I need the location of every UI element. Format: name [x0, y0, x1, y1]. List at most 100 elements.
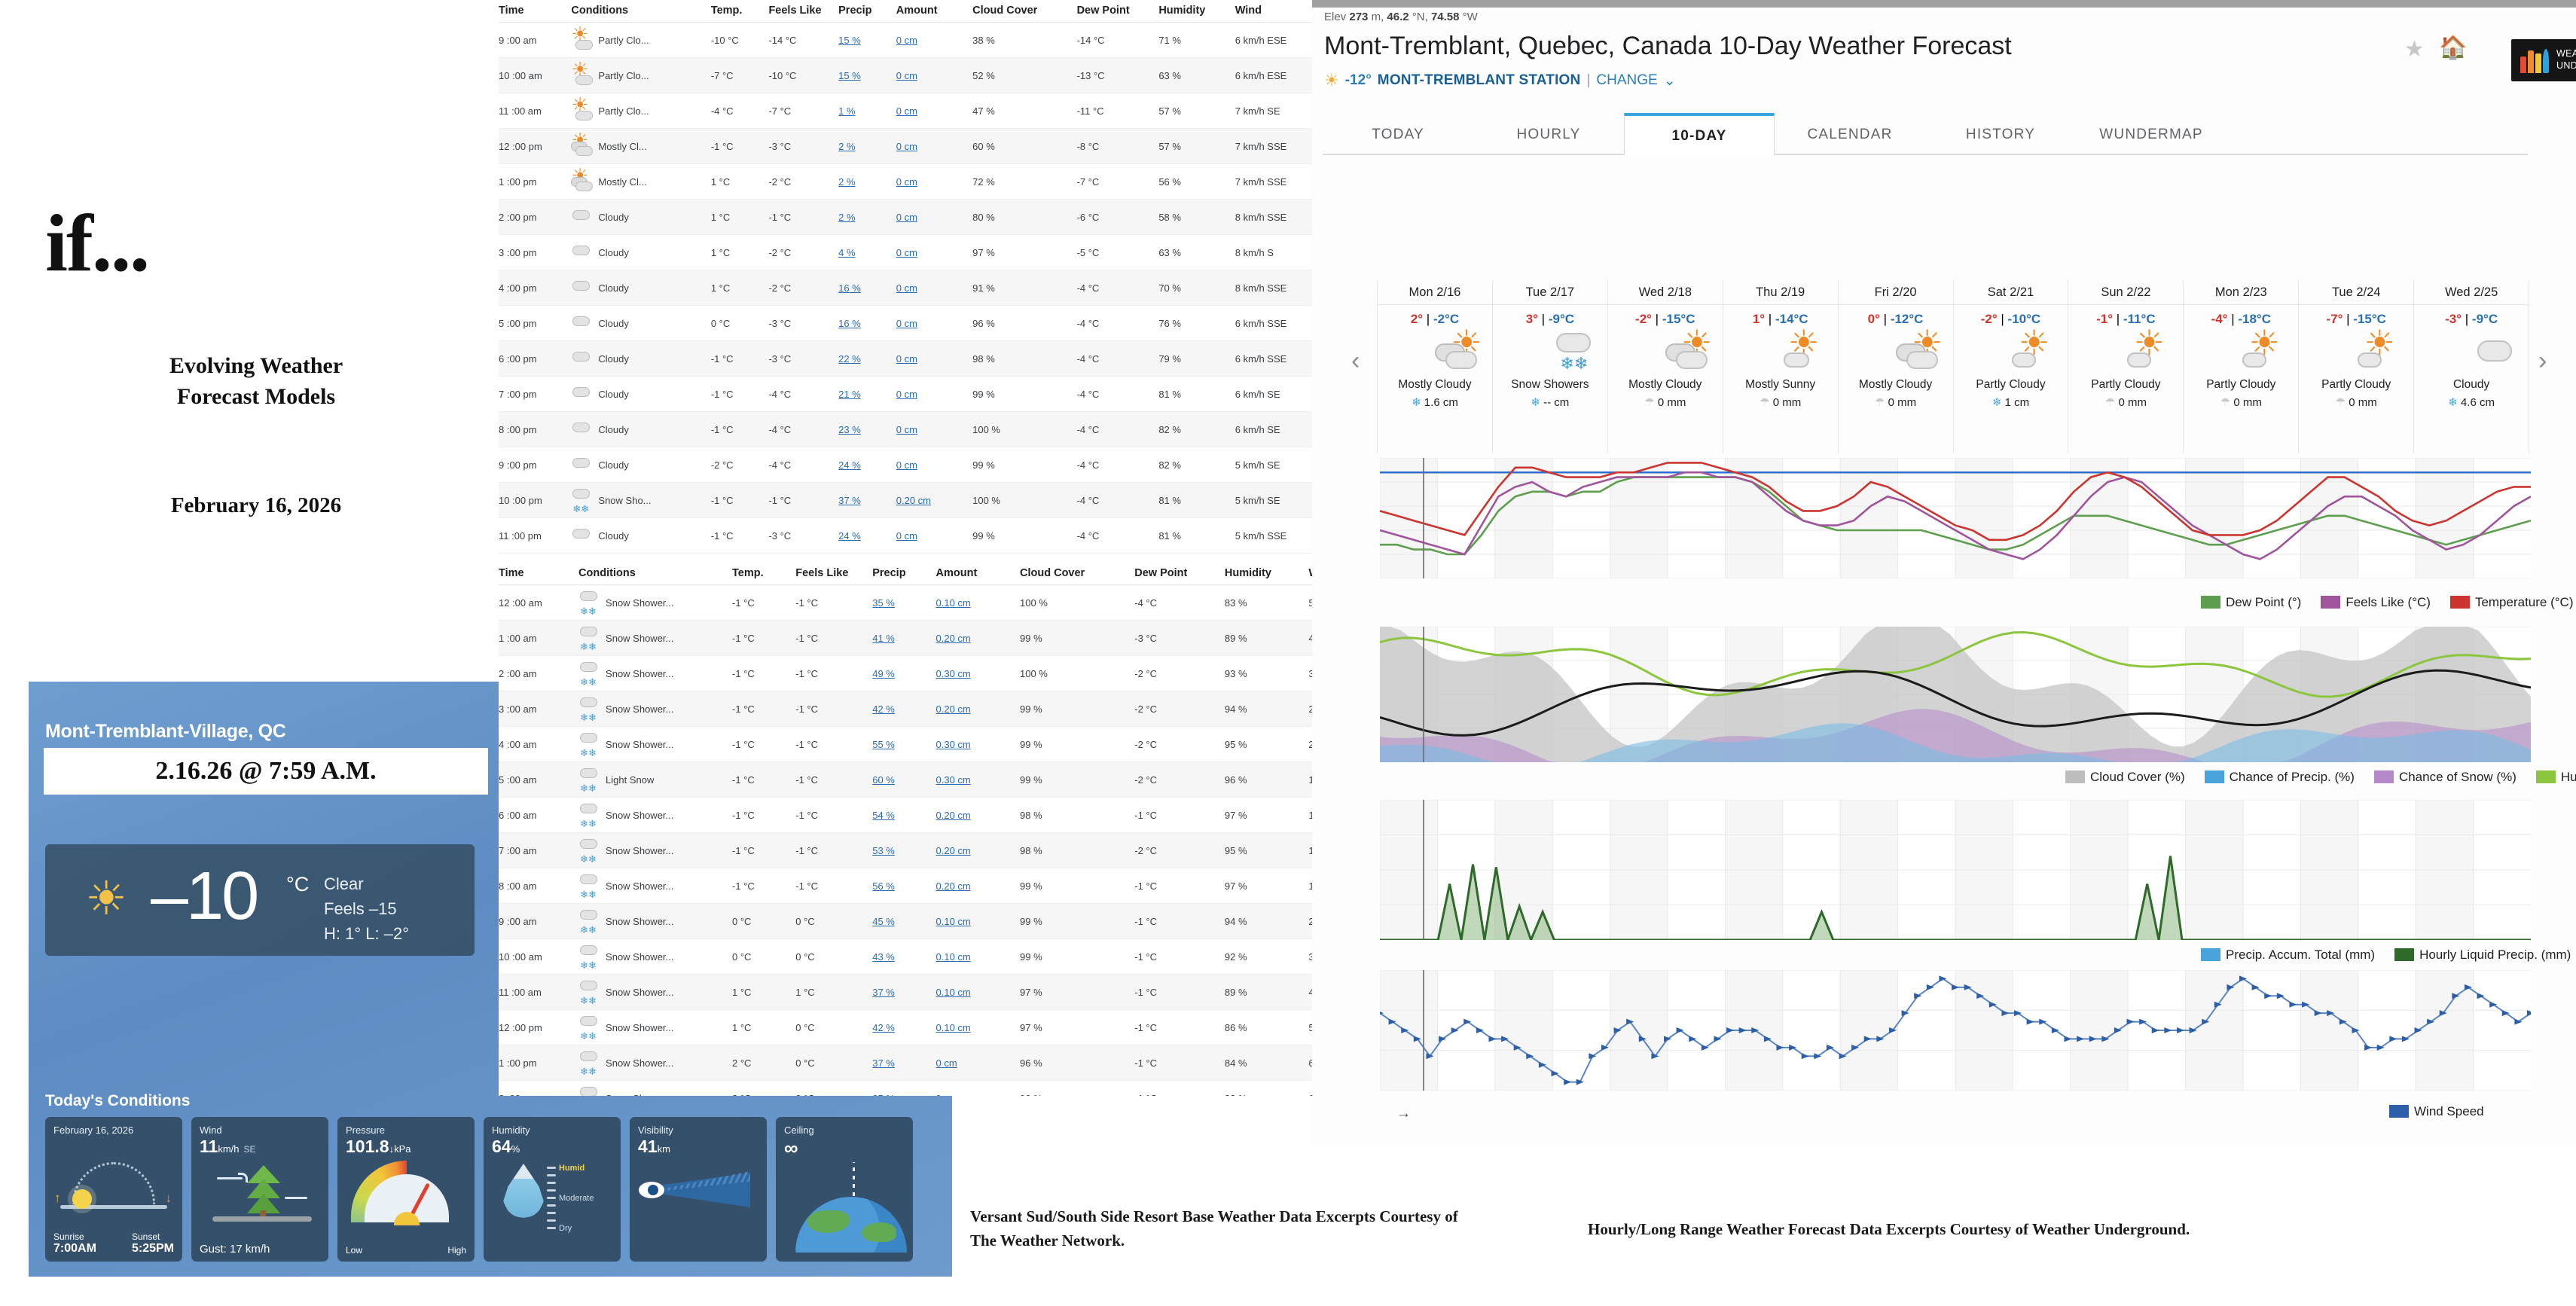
amount-link[interactable]: 0 cm [896, 34, 917, 46]
precip-link[interactable]: 37 % [872, 1057, 895, 1069]
table-row[interactable]: 8 :00 pm Cloudy -1 °C -4 °C 23 % 0 cm 100 % -4 … [499, 411, 1312, 447]
amount-link[interactable]: 0.10 cm [935, 986, 971, 998]
amount-link[interactable]: 0.10 cm [935, 915, 971, 927]
forecast-day-card[interactable]: Wed 2/25 -3° | -9°C Cloudy ❄ 4.6 cm [2414, 280, 2530, 453]
table-row[interactable]: 11 :00 am ❄❄ Snow Shower... 1 °C 1 °C 37 % 0.1… [499, 974, 1312, 1010]
table-row[interactable]: 10 :00 pm ❄❄ Snow Sho... -1 °C -1 °C 37 % 0.20… [499, 482, 1312, 518]
tab-calendar[interactable]: CALENDAR [1807, 127, 1893, 142]
table-row[interactable]: 6 :00 pm Cloudy -1 °C -3 °C 22 % 0 cm 98 % -4 °… [499, 340, 1312, 377]
precip-link[interactable]: 1 % [838, 105, 856, 117]
precip-link[interactable]: 24 % [838, 459, 861, 471]
precip-link[interactable]: 56 % [872, 880, 895, 892]
amount-link[interactable]: 0 cm [896, 246, 917, 258]
amount-link[interactable]: 0.20 cm [896, 494, 932, 506]
precip-link[interactable]: 15 % [838, 34, 861, 46]
forecast-day-card[interactable]: Sat 2/21 -2° | -10°C ☀ Partly Cloudy ❄ 1 cm [1953, 280, 2069, 453]
precip-link[interactable]: 43 % [872, 951, 895, 963]
precip-link[interactable]: 53 % [872, 844, 895, 856]
amount-link[interactable]: 0.10 cm [935, 951, 971, 963]
amount-link[interactable]: 0.20 cm [935, 703, 971, 715]
table-row[interactable]: 10 :00 am ☀ Partly Clo... -7 °C -10 °C 15 % 0 … [499, 57, 1312, 93]
table-row[interactable]: 12 :00 pm ❄❄ Snow Shower... 1 °C 0 °C 42 % 0.1… [499, 1010, 1312, 1045]
amount-link[interactable]: 0 cm [935, 1057, 957, 1069]
amount-link[interactable]: 0 cm [896, 529, 917, 542]
table-row[interactable]: 2 :00 pm Cloudy 1 °C -1 °C 2 % 0 cm 80 % -6 °C 5… [499, 199, 1312, 235]
amount-link[interactable]: 0 cm [896, 459, 917, 471]
table-row[interactable]: 12 :00 am ❄❄ Snow Shower... -1 °C -1 °C 35 % 0… [499, 585, 1312, 621]
forecast-day-card[interactable]: Fri 2/20 0° | -12°C ☀ Mostly Cloudy ☂ 0 mm [1838, 280, 1954, 453]
precip-link[interactable]: 60 % [872, 774, 895, 786]
forecast-day-card[interactable]: Mon 2/16 2° | -2°C ☀ Mostly Cloudy ❄ 1.6 cm [1378, 280, 1493, 453]
precip-link[interactable]: 55 % [872, 738, 895, 750]
amount-link[interactable]: 0 cm [896, 175, 917, 188]
amount-link[interactable]: 0 cm [896, 69, 917, 81]
precip-link[interactable]: 22 % [838, 352, 861, 365]
amount-link[interactable]: 0 cm [896, 388, 917, 400]
amount-link[interactable]: 0 cm [896, 423, 917, 435]
amount-link[interactable]: 0 cm [896, 105, 917, 117]
precip-link[interactable]: 37 % [872, 986, 895, 998]
amount-link[interactable]: 0 cm [896, 140, 917, 152]
tab-today[interactable]: TODAY [1372, 127, 1424, 142]
amount-link[interactable]: 0 cm [896, 282, 917, 294]
table-row[interactable]: 9 :00 am ❄❄ Snow Shower... 0 °C 0 °C 45 % 0.10… [499, 903, 1312, 939]
table-row[interactable]: 8 :00 am ❄❄ Snow Shower... -1 °C -1 °C 56 % 0.… [499, 868, 1312, 904]
tab-10-day[interactable]: 10-DAY [1624, 113, 1775, 155]
table-row[interactable]: 11 :00 pm Cloudy -1 °C -3 °C 24 % 0 cm 99 % -4 … [499, 518, 1312, 554]
precip-link[interactable]: 35 % [872, 597, 895, 609]
precip-link[interactable]: 4 % [838, 246, 856, 258]
amount-link[interactable]: 0.30 cm [935, 774, 971, 786]
favorite-star-icon[interactable]: ★ [2404, 37, 2425, 62]
prev-days-button[interactable]: ‹ [1351, 346, 1360, 375]
chevron-down-icon[interactable]: ⌄ [1663, 72, 1676, 89]
table-row[interactable]: 4 :00 am ❄❄ Snow Shower... -1 °C -1 °C 55 % 0.… [499, 727, 1312, 762]
amount-link[interactable]: 0 cm [896, 317, 917, 329]
tile-pressure[interactable]: Pressure 101.8↓kPa Low High [337, 1117, 475, 1262]
precip-link[interactable]: 35 % [872, 1093, 895, 1097]
table-row[interactable]: 3 :00 am ❄❄ Snow Shower... -1 °C -1 °C 42 % 0.… [499, 691, 1312, 727]
table-row[interactable]: 1 :00 pm ☀ Mostly Cl... 1 °C -2 °C 2 % 0 cm 72 … [499, 164, 1312, 200]
table-row[interactable]: 7 :00 am ❄❄ Snow Shower... -1 °C -1 °C 53 % 0.… [499, 832, 1312, 868]
precip-link[interactable]: 16 % [838, 282, 861, 294]
table-row[interactable]: 3 :00 pm Cloudy 1 °C -2 °C 4 % 0 cm 97 % -5 °C 6… [499, 235, 1312, 270]
amount-link[interactable]: 0 cm [896, 211, 917, 223]
amount-link[interactable]: 0.30 cm [935, 667, 971, 679]
forecast-day-card[interactable]: Tue 2/24 -7° | -15°C ☀ Partly Cloudy ☂ 0 mm [2299, 280, 2415, 453]
table-row[interactable]: 2 :00 am ❄❄ Snow Shower... -1 °C -1 °C 49 % 0.… [499, 656, 1312, 691]
table-row[interactable]: 7 :00 pm Cloudy -1 °C -4 °C 21 % 0 cm 99 % -4 °… [499, 377, 1312, 412]
precip-link[interactable]: 2 % [838, 211, 856, 223]
table-row[interactable]: 6 :00 am ❄❄ Snow Shower... -1 °C -1 °C 54 % 0.… [499, 798, 1312, 833]
table-row[interactable]: 9 :00 pm Cloudy -2 °C -4 °C 24 % 0 cm 99 % -4 °… [499, 447, 1312, 483]
next-days-button[interactable]: › [2538, 346, 2547, 375]
forecast-day-card[interactable]: Wed 2/18 -2° | -15°C ☀ Mostly Cloudy ☂ 0 mm [1607, 280, 1723, 453]
tile-sunrise-sunset[interactable]: February 16, 2026 ↑ ↓ Sunrise 7:00AM Suns… [45, 1117, 182, 1262]
amount-link[interactable]: 0.20 cm [935, 809, 971, 821]
precip-link[interactable]: 41 % [872, 632, 895, 644]
tile-humidity[interactable]: Humidity 64% Humid Moderate Dry [484, 1117, 621, 1262]
tile-wind[interactable]: Wind 11km/h SE Gust: 17 km/h [191, 1117, 328, 1262]
table-row[interactable]: 10 :00 am ❄❄ Snow Shower... 0 °C 0 °C 43 % 0.1… [499, 939, 1312, 975]
precip-link[interactable]: 49 % [872, 667, 895, 679]
forecast-day-card[interactable]: Sun 2/22 -1° | -11°C ☀ Partly Cloudy ☂ 0 mm [2068, 280, 2184, 453]
amount-link[interactable]: 0.30 cm [935, 738, 971, 750]
table-row[interactable]: 11 :00 am ☀ Partly Clo... -4 °C -7 °C 1 % 0 cm… [499, 93, 1312, 129]
precip-link[interactable]: 42 % [872, 1021, 895, 1033]
precip-link[interactable]: 2 % [838, 175, 856, 188]
amount-link[interactable]: 0.20 cm [935, 880, 971, 892]
table-row[interactable]: 9 :00 am ☀ Partly Clo... -10 °C -14 °C 15 % 0 … [499, 23, 1312, 58]
table-row[interactable]: 4 :00 pm Cloudy 1 °C -2 °C 16 % 0 cm 91 % -4 °C… [499, 270, 1312, 306]
precip-link[interactable]: 21 % [838, 388, 861, 400]
precip-link[interactable]: 23 % [838, 423, 861, 435]
table-row[interactable]: 5 :00 pm Cloudy 0 °C -3 °C 16 % 0 cm 96 % -4 °C… [499, 306, 1312, 341]
precip-link[interactable]: 54 % [872, 809, 895, 821]
amount-link[interactable]: 0 cm [896, 352, 917, 365]
precip-link[interactable]: 42 % [872, 703, 895, 715]
precip-link[interactable]: 37 % [838, 494, 861, 506]
precip-link[interactable]: 15 % [838, 69, 861, 81]
amount-link[interactable]: 0.20 cm [935, 844, 971, 856]
amount-link[interactable]: 0.10 cm [935, 1021, 971, 1033]
table-row[interactable]: 5 :00 am ❄❄ Light Snow -1 °C -1 °C 60 % 0.30 c… [499, 761, 1312, 798]
table-row[interactable]: 2 :00 pm❄❄Snow Shower...2 °C0 °C35 % 0 cm… [499, 1081, 1312, 1097]
forecast-day-card[interactable]: Thu 2/19 1° | -14°C ☀ Mostly Sunny ☂ 0 mm [1723, 280, 1839, 453]
forecast-day-card[interactable]: Mon 2/23 -4° | -18°C ☀ Partly Cloudy ☂ 0 mm [2184, 280, 2300, 453]
